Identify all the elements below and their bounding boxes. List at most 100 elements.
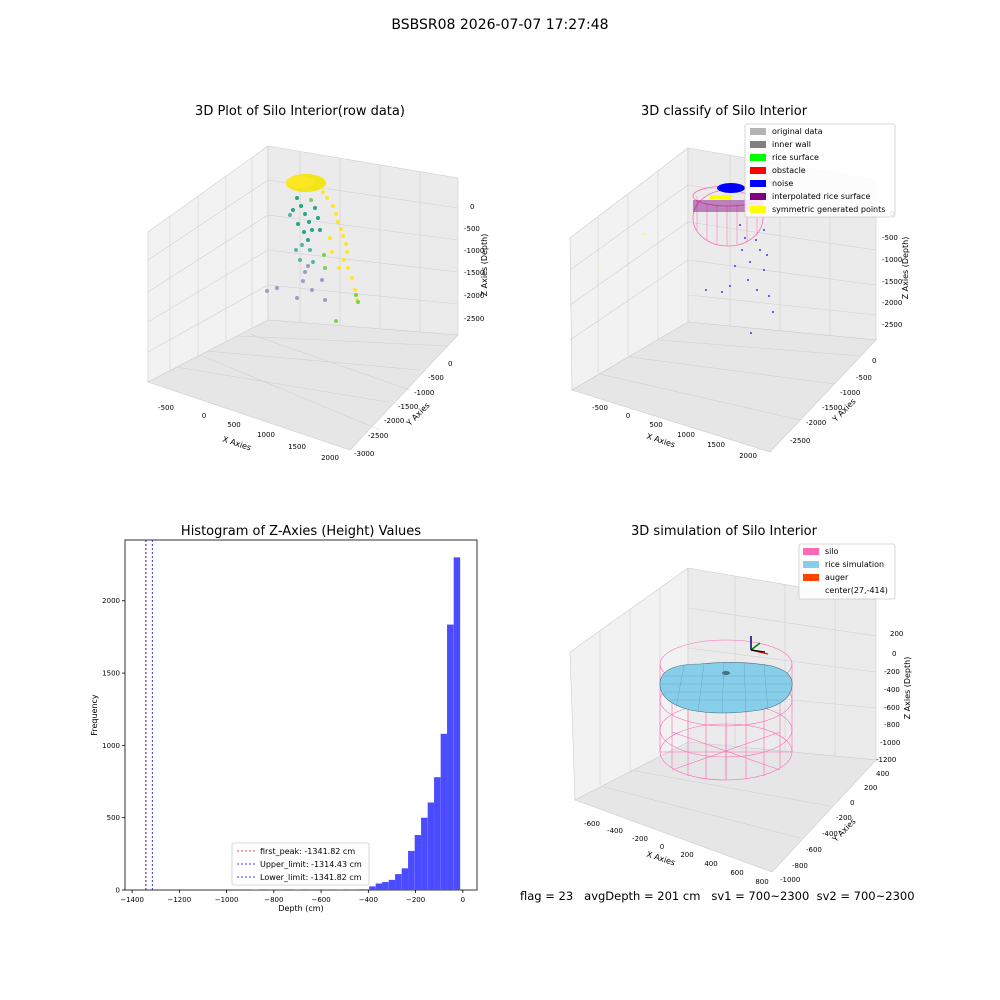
sim-ztick-label: -1200 (876, 756, 896, 764)
raw-ztick-label: -1500 (464, 269, 484, 277)
raw-ytick-label: -500 (428, 374, 444, 382)
simulation-3d-panes (569, 567, 877, 873)
simulation-legend: silo rice simulation auger center(27,-41… (798, 543, 896, 600)
raw-3d-points (265, 174, 360, 323)
classify-xtick-label: 2000 (739, 452, 757, 460)
histogram-axes-frame (124, 539, 478, 891)
classify-xlabel: X Axies (645, 432, 676, 450)
sim-ytick-label: -400 (822, 830, 838, 838)
sim-ztick-label: 200 (890, 630, 903, 638)
sim-xtick-label: -600 (584, 820, 600, 828)
histogram-xtick-label: −200 (406, 896, 425, 904)
histogram-xtick-label: −600 (311, 896, 330, 904)
raw-ytick-label: -3000 (354, 450, 374, 458)
sim-ztick-label: 0 (892, 650, 896, 658)
histogram-title: Histogram of Z-Axies (Height) Values (180, 524, 422, 539)
classify-ylabel: Y Axies (830, 397, 858, 425)
sim-xtick-label: 200 (680, 851, 693, 859)
classify-3d-axes: -500 0 500 1000 1500 2000 X Axies 0 -500… (592, 210, 910, 460)
histogram-bar (453, 557, 461, 890)
histogram-bar (395, 874, 402, 890)
raw-zlabel: Z Axies (Depth) (480, 234, 489, 297)
classify-xtick-label: 1000 (677, 431, 695, 439)
legend-label: interpolated rice surface (772, 192, 870, 201)
sv2-text: sv2 = 700~2300 (816, 889, 915, 903)
legend-label: symmetric generated points (772, 205, 885, 214)
legend-label: inner wall (772, 140, 811, 149)
histogram-ytick-label: 1500 (102, 670, 120, 678)
sim-zlabel: Z Axies (Depth) (903, 657, 912, 720)
histogram-xtick-label: −1000 (215, 896, 239, 904)
histogram-bar (414, 835, 422, 890)
sim-ytick-label: -200 (836, 814, 852, 822)
sv1-text: sv1 = 700~2300 (711, 889, 810, 903)
classify-ytick-label: -1000 (840, 389, 860, 397)
histogram-bar (440, 733, 448, 890)
legend-label: silo (825, 547, 839, 556)
classify-3d-panes (569, 147, 877, 453)
histogram-bar (401, 868, 409, 890)
classify-zlabel: Z Axies (Depth) (901, 237, 910, 300)
simulation-footer: flag = 23 avgDepth = 201 cm sv1 = 700~23… (520, 889, 915, 903)
sim-ytick-label: -1000 (780, 876, 800, 884)
histogram-ytick-label: 1000 (102, 742, 120, 750)
raw-xlabel: X Axies (221, 435, 252, 453)
classify-ytick-label: -1500 (822, 404, 842, 412)
histogram-ytick-label: 0 (116, 887, 120, 895)
histogram-xtick-label: −1400 (120, 896, 144, 904)
legend-swatch-noise (750, 180, 766, 187)
histogram-yticks: 0 500 1000 1500 2000 (102, 597, 125, 895)
legend-label: center(27,-414) (825, 586, 888, 595)
simulation-plot-title: 3D simulation of Silo Interior (631, 524, 817, 539)
legend-label: rice simulation (825, 560, 884, 569)
classify-ztick-label: -1500 (882, 278, 902, 286)
legend-swatch-rice-simulation (803, 561, 819, 568)
classify-legend: original data inner wall rice surface ob… (744, 123, 896, 218)
simulation-silo-mesh (659, 639, 793, 781)
histogram-bar (421, 817, 428, 890)
sim-xtick-label: 800 (755, 878, 768, 886)
legend-label: Upper_limit: -1314.43 cm (260, 860, 362, 869)
histogram-legend: first_peak: -1341.82 cm Upper_limit: -13… (231, 842, 370, 886)
legend-swatch-original-data (750, 128, 766, 135)
legend-swatch-rice-surface (750, 154, 766, 161)
raw-ztick-label: -1000 (464, 247, 484, 255)
raw-xtick-label: 1000 (257, 431, 275, 439)
classify-ztick-label: -500 (882, 234, 898, 242)
raw-ytick-label: -1000 (414, 389, 434, 397)
sim-ytick-label: 400 (876, 770, 889, 778)
legend-swatch-inner-wall (750, 141, 766, 148)
classify-xtick-label: 0 (626, 412, 630, 420)
raw-xtick-label: 2000 (321, 454, 339, 462)
sim-xtick-label: 400 (704, 860, 717, 868)
classify-xtick-label: 500 (649, 421, 662, 429)
legend-label: noise (772, 179, 793, 188)
histogram-xlabel: Depth (cm) (278, 904, 323, 913)
classify-ytick-label: -2500 (790, 437, 810, 445)
raw-ytick-label: -1500 (398, 403, 418, 411)
histogram-bar (382, 882, 389, 890)
raw-ylabel: Y Axies (404, 401, 432, 429)
classify-3d-points (597, 183, 774, 334)
sim-ztick-label: -200 (884, 668, 900, 676)
flag-text: flag = 23 (520, 889, 574, 903)
raw-ztick-label: -2000 (464, 292, 484, 300)
figure-title: BSBSR08 2026-07-07 17:27:48 (391, 17, 609, 33)
legend-label: auger (825, 573, 849, 582)
legend-label: rice surface (772, 153, 819, 162)
classify-ztick-label: -2500 (882, 321, 902, 329)
raw-3d-panes (147, 145, 459, 451)
histogram-xtick-label: 0 (461, 896, 465, 904)
legend-label: original data (772, 127, 823, 136)
histogram-ylabel: Frequency (90, 694, 99, 736)
raw-ytick-label: -2500 (368, 432, 388, 440)
classify-ytick-label: -2000 (806, 419, 826, 427)
sim-ztick-label: -1000 (880, 739, 900, 747)
sim-xtick-label: 0 (660, 843, 664, 851)
classify-ztick-label: -1000 (882, 256, 902, 264)
histogram-bar (434, 777, 441, 890)
histogram-xtick-label: −1200 (167, 896, 191, 904)
